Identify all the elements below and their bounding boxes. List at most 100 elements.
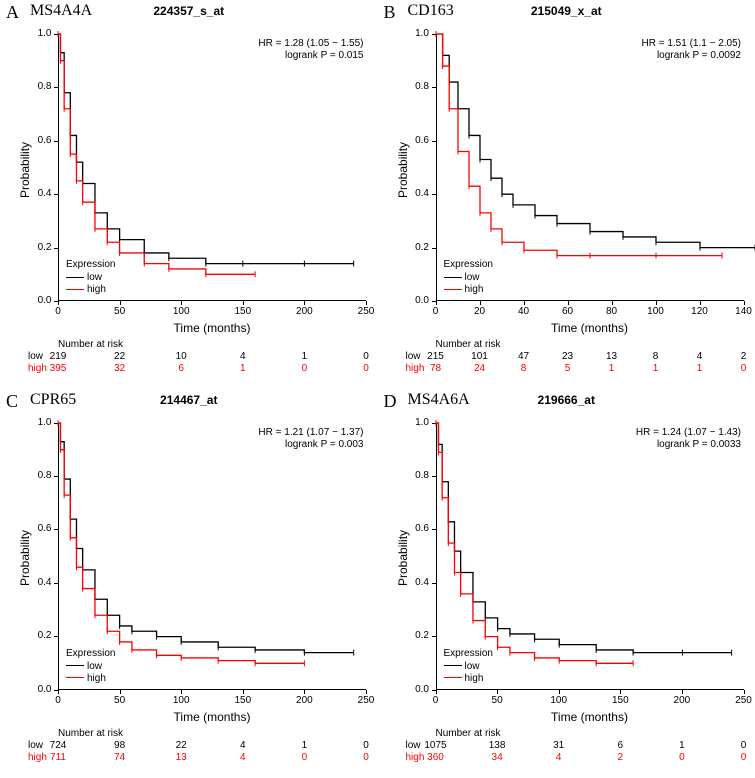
legend-item: high [66, 284, 115, 296]
risk-value: 711 [43, 752, 73, 763]
risk-value: 219 [43, 351, 73, 362]
p-text: logrank P = 0.0033 [636, 439, 741, 451]
risk-value: 4 [544, 752, 574, 763]
legend-item: low [66, 272, 115, 284]
legend-label: low [87, 661, 102, 672]
risk-label-low: low [28, 351, 43, 362]
km-curve-high [436, 34, 722, 256]
risk-value: 6 [605, 740, 635, 751]
risk-value: 101 [465, 351, 495, 362]
risk-value: 13 [166, 752, 196, 763]
risk-value: 395 [43, 363, 73, 374]
legend-item: high [444, 673, 493, 685]
hr-text: HR = 1.51 (1.1 − 2.05) [641, 38, 741, 50]
risk-value: 24 [465, 363, 495, 374]
risk-value: 31 [544, 740, 574, 751]
legend-title: Expression [66, 259, 115, 271]
risk-value: 2 [729, 351, 755, 362]
risk-value: 138 [482, 740, 512, 751]
legend-item: high [66, 673, 115, 685]
risk-value: 32 [105, 363, 135, 374]
risk-value: 1 [667, 740, 697, 751]
risk-value: 4 [685, 351, 715, 362]
risk-value: 0 [729, 740, 755, 751]
risk-value: 2 [605, 752, 635, 763]
risk-value: 0 [289, 752, 319, 763]
stats-box: HR = 1.51 (1.1 − 2.05)logrank P = 0.0092 [641, 38, 741, 62]
risk-value: 74 [105, 752, 135, 763]
risk-value: 4 [228, 752, 258, 763]
risk-value: 47 [509, 351, 539, 362]
kaplan-meier-grid: AMS4A4A224357_s_atProbabilityTime (month… [0, 0, 755, 777]
risk-value: 1 [228, 363, 258, 374]
legend-label: low [465, 272, 480, 283]
risk-header: Number at risk [58, 339, 123, 350]
risk-value: 4 [228, 740, 258, 751]
legend-label: high [465, 673, 484, 684]
legend-item: low [444, 272, 493, 284]
hr-text: HR = 1.21 (1.07 − 1.37) [258, 427, 363, 439]
risk-value: 23 [553, 351, 583, 362]
legend: Expressionlowhigh [444, 648, 493, 685]
legend-item: low [444, 661, 493, 673]
risk-label-low: low [28, 740, 43, 751]
panel-c: CCPR65214467_atProbabilityTime (months)0… [0, 389, 378, 778]
panel-a: AMS4A4A224357_s_atProbabilityTime (month… [0, 0, 378, 389]
risk-label-low: low [406, 351, 421, 362]
risk-value: 1 [641, 363, 671, 374]
risk-value: 215 [421, 351, 451, 362]
risk-value: 0 [351, 363, 381, 374]
legend-item: high [444, 284, 493, 296]
risk-value: 0 [351, 351, 381, 362]
risk-value: 10 [166, 351, 196, 362]
risk-value: 1 [685, 363, 715, 374]
legend-label: low [465, 661, 480, 672]
stats-box: HR = 1.28 (1.05 − 1.55)logrank P = 0.015 [258, 38, 363, 62]
risk-value: 0 [351, 752, 381, 763]
risk-value: 0 [729, 752, 755, 763]
risk-value: 8 [509, 363, 539, 374]
legend-label: high [465, 284, 484, 295]
panel-d: DMS4A6A219666_atProbabilityTime (months)… [378, 389, 755, 778]
km-curve-low [58, 423, 354, 653]
risk-value: 22 [105, 351, 135, 362]
risk-value: 1 [289, 740, 319, 751]
risk-label-low: low [406, 740, 421, 751]
risk-value: 34 [482, 752, 512, 763]
p-text: logrank P = 0.0092 [641, 50, 741, 62]
legend-label: high [87, 284, 106, 295]
risk-value: 13 [597, 351, 627, 362]
legend-label: high [87, 673, 106, 684]
legend: Expressionlowhigh [444, 259, 493, 296]
risk-header: Number at risk [436, 728, 501, 739]
legend-title: Expression [66, 648, 115, 660]
risk-value: 0 [289, 363, 319, 374]
km-curve-high [436, 423, 633, 663]
km-curve-high [58, 34, 255, 274]
panel-b: BCD163215049_x_atProbabilityTime (months… [378, 0, 755, 389]
risk-value: 724 [43, 740, 73, 751]
hr-text: HR = 1.28 (1.05 − 1.55) [258, 38, 363, 50]
km-curve-high [58, 423, 304, 663]
risk-value: 98 [105, 740, 135, 751]
risk-value: 1 [597, 363, 627, 374]
risk-value: 6 [166, 363, 196, 374]
km-curve-low [436, 423, 732, 653]
legend-title: Expression [444, 648, 493, 660]
risk-value: 8 [641, 351, 671, 362]
risk-value: 360 [421, 752, 451, 763]
risk-value: 0 [667, 752, 697, 763]
risk-value: 0 [729, 363, 755, 374]
risk-header: Number at risk [436, 339, 501, 350]
risk-value: 78 [421, 363, 451, 374]
hr-text: HR = 1.24 (1.07 − 1.43) [636, 427, 741, 439]
risk-value: 1 [289, 351, 319, 362]
legend-label: low [87, 272, 102, 283]
stats-box: HR = 1.21 (1.07 − 1.37)logrank P = 0.003 [258, 427, 363, 451]
legend: Expressionlowhigh [66, 259, 115, 296]
risk-value: 0 [351, 740, 381, 751]
p-text: logrank P = 0.003 [258, 439, 363, 451]
legend-title: Expression [444, 259, 493, 271]
km-curve-low [436, 34, 755, 248]
risk-value: 22 [166, 740, 196, 751]
